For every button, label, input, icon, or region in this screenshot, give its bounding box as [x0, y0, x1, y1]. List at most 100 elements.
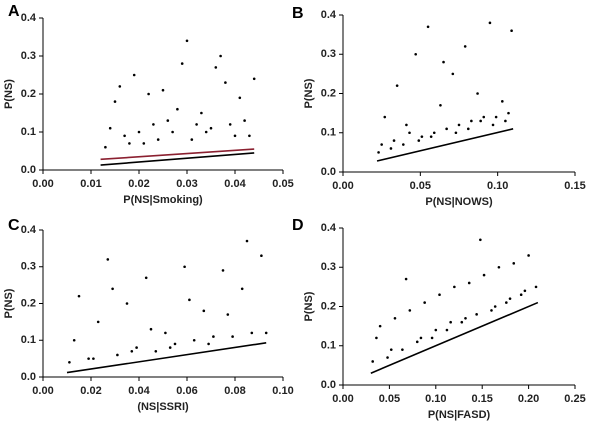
point	[438, 293, 441, 297]
point	[183, 265, 186, 269]
point	[243, 119, 246, 122]
x-axis-title: P(NS|Smoking)	[123, 194, 203, 206]
point	[389, 348, 393, 351]
point	[248, 134, 251, 138]
point	[260, 254, 263, 258]
point	[228, 123, 232, 126]
point	[113, 100, 117, 103]
panel-letter: D	[292, 217, 304, 234]
y-tick-label: 0.4	[321, 222, 337, 234]
point	[142, 142, 146, 145]
point	[519, 293, 523, 297]
reference-line	[66, 342, 267, 374]
point	[161, 88, 165, 92]
x-tick-label: 0.00	[332, 393, 353, 405]
point	[104, 145, 107, 149]
x-tick-label: 0.03	[176, 178, 197, 190]
point	[144, 276, 148, 280]
y-tick-label: 0.4	[321, 9, 337, 21]
point	[212, 335, 215, 338]
x-axis-title: P(NS|NOWS)	[425, 196, 493, 208]
point	[426, 25, 430, 29]
point	[128, 142, 131, 145]
point	[188, 298, 191, 302]
point	[408, 131, 411, 135]
point	[92, 357, 95, 360]
reference-line	[376, 128, 514, 162]
point	[202, 309, 206, 313]
x-tick-label: 0.05	[410, 180, 431, 192]
point	[221, 269, 225, 272]
point	[432, 131, 436, 135]
y-tick-label: 0.1	[321, 340, 336, 352]
x-tick-label: 0.04	[128, 385, 150, 397]
point	[404, 277, 408, 281]
y-tick-label: 0.3	[21, 50, 36, 62]
x-tick-label: 0.20	[518, 393, 539, 405]
point	[200, 111, 203, 115]
point	[415, 340, 419, 344]
y-tick-label: 0.2	[321, 300, 336, 312]
point	[501, 100, 504, 103]
y-tick-label: 0.0	[21, 371, 36, 383]
point	[195, 123, 198, 126]
panel-letter: C	[8, 217, 20, 234]
x-tick-label: 0.04	[224, 178, 246, 190]
point	[377, 151, 380, 154]
x-axis-title: P(NS|FASD)	[428, 409, 491, 421]
x-tick-label: 0.05	[379, 393, 400, 405]
point	[464, 316, 467, 320]
point	[72, 338, 76, 342]
point	[479, 119, 482, 123]
x-tick-label: 0.10	[487, 180, 508, 192]
point	[250, 331, 254, 335]
point	[445, 127, 448, 131]
point	[505, 301, 508, 304]
point	[264, 331, 268, 335]
point	[383, 115, 387, 119]
point	[226, 313, 230, 316]
point	[490, 309, 493, 312]
point	[392, 139, 396, 142]
x-tick-label: 0.10	[425, 393, 446, 405]
y-axis-title: P(NS)	[303, 291, 315, 321]
point	[466, 127, 470, 131]
reference-line	[370, 301, 539, 374]
y-tick-label: 0.3	[21, 261, 36, 273]
point	[149, 327, 153, 331]
point	[454, 131, 458, 135]
point	[192, 338, 196, 342]
point	[171, 130, 174, 134]
point	[504, 119, 507, 123]
x-tick-label: 0.10	[272, 385, 293, 397]
point	[512, 262, 516, 265]
point	[68, 361, 71, 364]
reference-line	[100, 152, 255, 166]
point	[173, 342, 177, 346]
x-tick-label: 0.15	[471, 393, 492, 405]
point	[164, 331, 167, 335]
point	[430, 336, 434, 340]
point	[190, 138, 194, 141]
point	[493, 305, 497, 308]
point	[494, 115, 498, 119]
reference-line	[100, 148, 255, 161]
point	[386, 356, 389, 359]
point	[445, 328, 449, 332]
point	[168, 346, 172, 349]
point	[460, 320, 464, 324]
point	[523, 289, 527, 293]
point	[408, 309, 412, 312]
point	[527, 254, 530, 257]
point	[414, 52, 417, 56]
point	[491, 123, 495, 127]
point	[87, 357, 90, 360]
point	[395, 84, 399, 87]
x-tick-label: 0.02	[80, 385, 101, 397]
point	[429, 135, 433, 138]
point	[405, 123, 408, 127]
point	[508, 297, 512, 300]
point	[475, 313, 478, 316]
point	[375, 336, 378, 340]
y-axis-title: P(NS)	[3, 79, 15, 109]
